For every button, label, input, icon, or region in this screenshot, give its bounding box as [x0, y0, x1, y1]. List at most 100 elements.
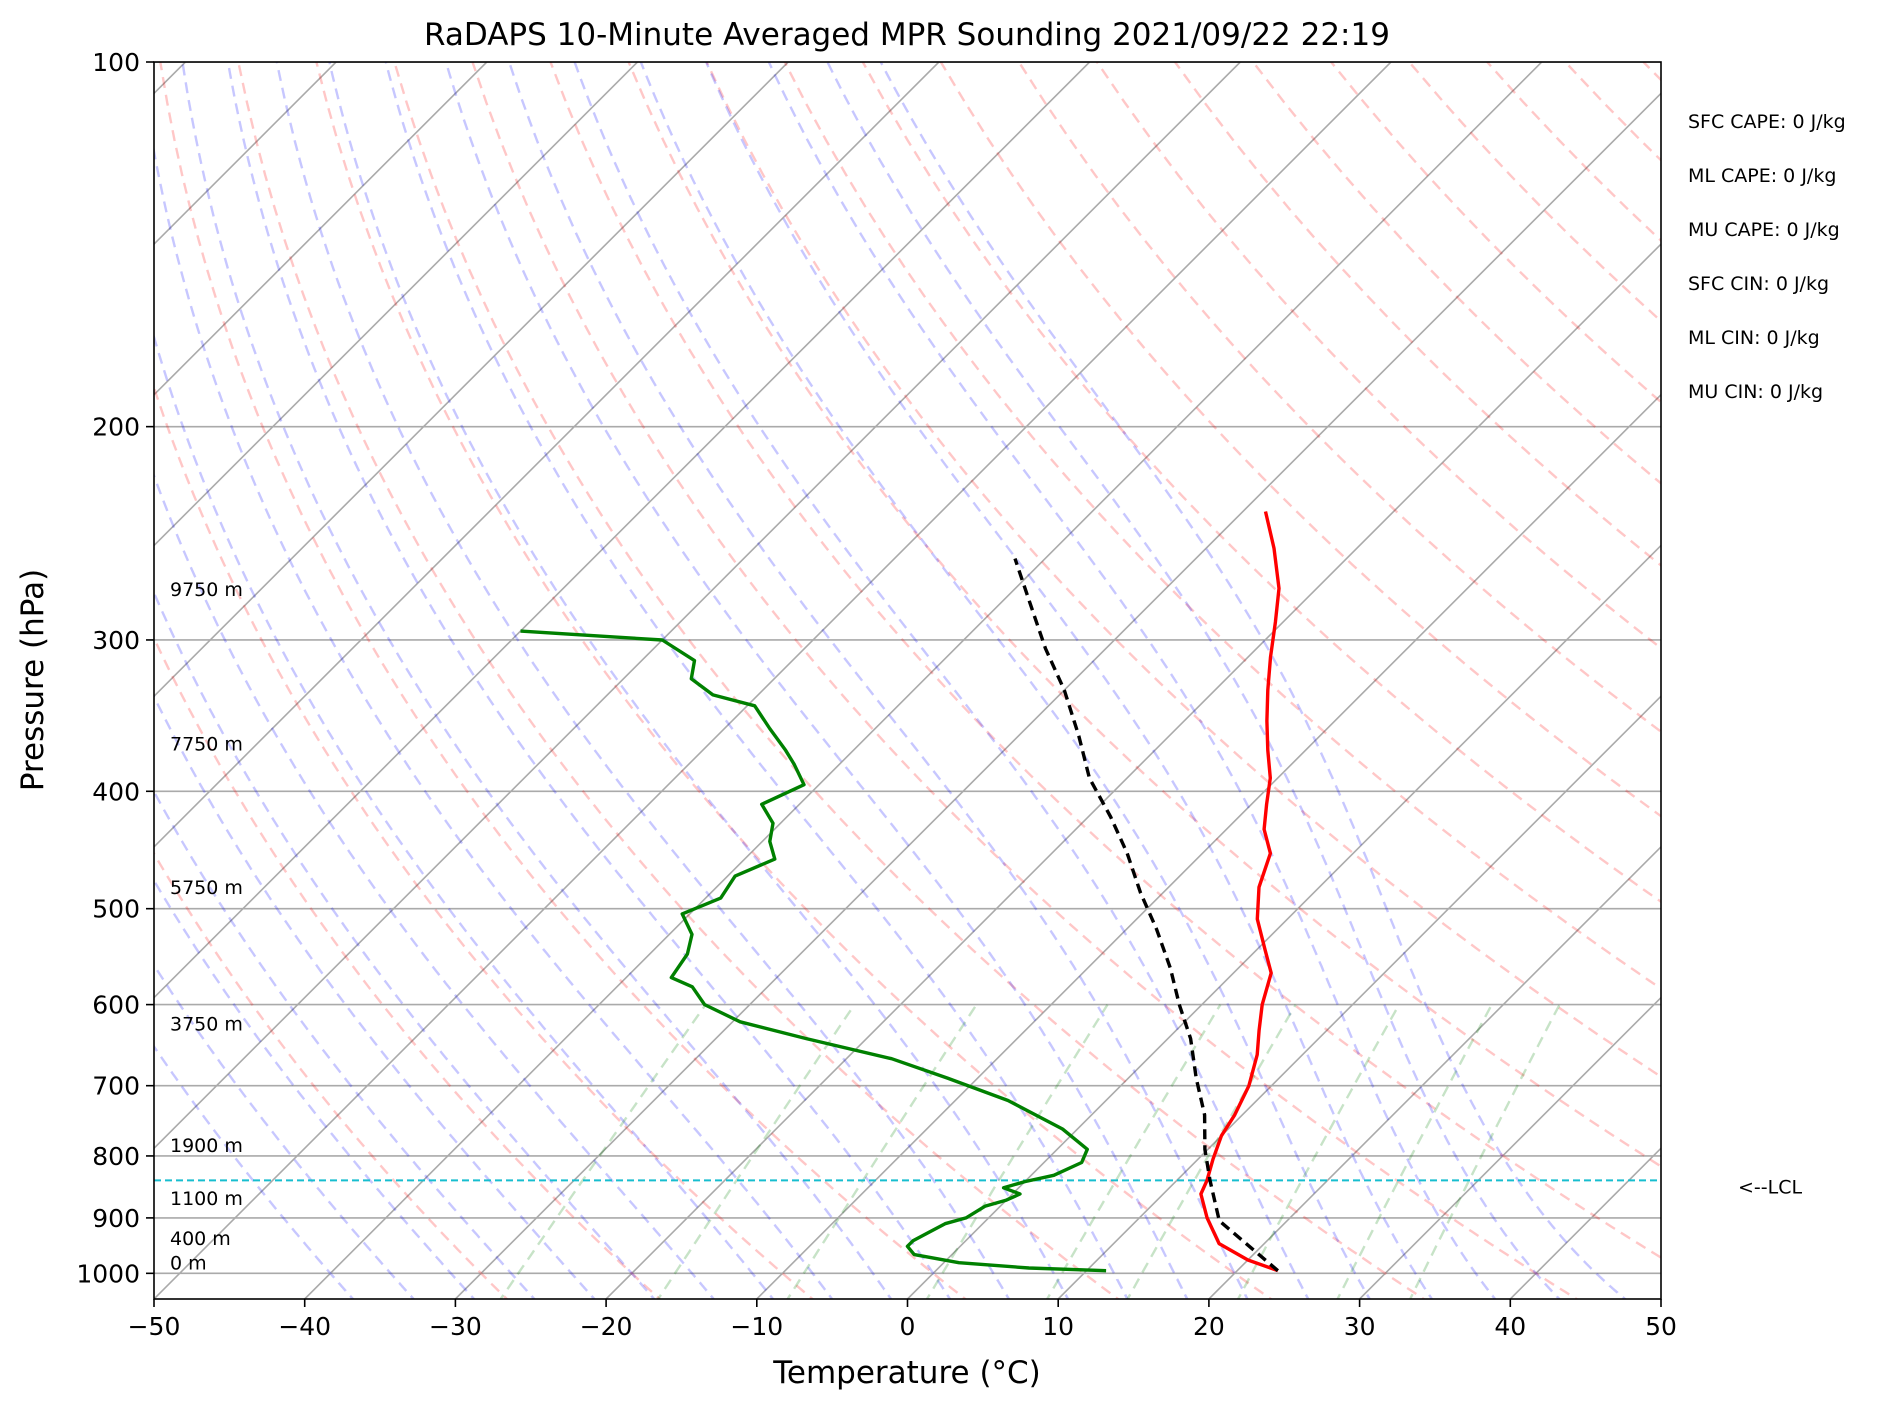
moist-adiabat	[181, 62, 893, 1299]
mixing-ratio-line	[1408, 1004, 1561, 1299]
dry-adiabat	[705, 62, 1661, 1079]
moist-adiabat	[154, 789, 536, 1299]
height-label: 7750 m	[170, 734, 243, 756]
parameter-list: <--LCL SFC CAPE: 0 J/kg ML CAPE: 0 J/kg MU …	[1688, 111, 1846, 1198]
isotherm-20	[1208, 845, 1661, 1299]
isotherm-0	[906, 544, 1661, 1299]
moist-adiabat	[154, 472, 716, 1299]
isotherm--40	[304, 62, 1543, 1299]
x-axis-label: Temperature (°C)	[772, 1355, 1041, 1391]
moist-adiabat	[226, 62, 952, 1299]
height-labels: 9750 m 7750 m 5750 m 3750 m 1900 m 1100 m 400 …	[170, 579, 243, 1274]
isotherm--110	[154, 62, 488, 396]
x-tick-label: −50	[128, 1312, 181, 1341]
series-line-0	[1199, 511, 1281, 1273]
moist-adiabat	[879, 62, 1627, 1299]
y-tick-label: 300	[92, 626, 140, 655]
moist-adiabat	[767, 62, 1497, 1299]
dry-adiabat	[154, 635, 662, 1299]
moist-adiabat	[154, 1044, 355, 1299]
mixing-ratio-line	[1236, 1004, 1401, 1299]
moist-adiabat	[704, 62, 1434, 1299]
x-tick-label: −10	[730, 1312, 783, 1341]
profiles	[154, 511, 1661, 1273]
x-tick-label: 0	[900, 1312, 916, 1341]
height-label: 3750 m	[170, 1013, 243, 1035]
moist-adiabat	[639, 62, 1372, 1299]
moist-adiabat	[507, 62, 1249, 1299]
height-label: 9750 m	[170, 579, 243, 601]
isotherm-10	[1057, 695, 1661, 1299]
isotherm--80	[154, 62, 940, 849]
series-line-1	[520, 629, 1107, 1273]
y-axis-label: Pressure (hPa)	[15, 569, 51, 791]
dry-adiabat	[1330, 62, 1661, 404]
isotherm--70	[154, 62, 1091, 999]
dry-adiabat	[315, 62, 1273, 1299]
height-label: 1100 m	[170, 1188, 243, 1210]
thermodynamic-lines	[154, 62, 1882, 1304]
mixing-ratio-line	[786, 1003, 978, 1299]
x-tick-label: 40	[1494, 1312, 1526, 1341]
moist-adiabat	[384, 62, 1129, 1299]
parameter-label: ML CIN: 0 J/kg	[1688, 327, 1820, 349]
moist-adiabat	[154, 694, 596, 1299]
dry-adiabat	[471, 62, 1579, 1299]
series-line-2	[1013, 558, 1280, 1272]
chart-title: RaDAPS 10-Minute Averaged MPR Sounding 2…	[424, 17, 1390, 53]
x-tick-label: 10	[1042, 1312, 1074, 1341]
y-tick-label: 200	[92, 413, 140, 442]
dry-adiabat	[1721, 62, 1882, 1304]
isotherm-50	[1660, 1297, 1661, 1299]
x-tick-label: −40	[278, 1312, 331, 1341]
dry-adiabat	[549, 62, 1661, 1260]
dry-adiabat	[237, 62, 1121, 1299]
parameter-label: SFC CAPE: 0 J/kg	[1688, 111, 1846, 133]
isotherm-30	[1359, 996, 1661, 1299]
x-tick-label: −20	[580, 1312, 633, 1341]
moist-adiabat	[573, 62, 1310, 1299]
mixing-ratio-line	[925, 1003, 1109, 1299]
mixing-ratio-line	[656, 1003, 856, 1299]
y-tick-label: 800	[92, 1142, 140, 1171]
y-tick-label: 1000	[76, 1259, 140, 1288]
dry-adiabat	[1800, 62, 1882, 1304]
dry-adiabat	[1252, 62, 1661, 485]
isotherm--90	[154, 62, 789, 698]
height-label: 5750 m	[170, 877, 243, 899]
moist-adiabat	[154, 589, 656, 1299]
moist-adiabat	[275, 62, 1011, 1299]
dry-adiabat	[627, 62, 1661, 1168]
dry-adiabat	[154, 383, 815, 1299]
moist-adiabat	[154, 963, 416, 1299]
y-tick-label: 700	[92, 1072, 140, 1101]
lcl-label: <--LCL	[1738, 1176, 1802, 1198]
mixing-ratio-line	[1126, 1003, 1297, 1299]
dry-adiabat	[1017, 62, 1661, 734]
isotherm--50	[154, 62, 1392, 1299]
moist-adiabat	[154, 878, 476, 1299]
dry-adiabat	[1486, 62, 1661, 243]
y-tick-label: 400	[92, 777, 140, 806]
grid	[154, 62, 1661, 1299]
dry-adiabat	[1096, 62, 1661, 650]
dry-adiabat	[393, 62, 1426, 1299]
isotherm--10	[756, 393, 1661, 1299]
height-label: 0 m	[170, 1252, 207, 1274]
moist-adiabat	[154, 145, 834, 1299]
x-tick-label: 20	[1193, 1312, 1225, 1341]
parameter-label: SFC CIN: 0 J/kg	[1688, 273, 1829, 295]
moist-adiabat	[154, 332, 775, 1299]
dry-adiabat	[1564, 62, 1661, 162]
moist-adiabat	[444, 62, 1189, 1299]
height-label: 1900 m	[170, 1135, 243, 1157]
dry-adiabat	[1174, 62, 1661, 567]
x-tick-label: 50	[1645, 1312, 1677, 1341]
y-tick-label: 900	[92, 1204, 140, 1233]
isotherm--60	[154, 62, 1241, 1150]
dry-adiabat	[159, 62, 968, 1299]
parameter-label: MU CIN: 0 J/kg	[1688, 381, 1823, 403]
dry-adiabat	[939, 62, 1661, 818]
y-tick-label: 500	[92, 895, 140, 924]
dry-adiabat	[154, 851, 509, 1299]
